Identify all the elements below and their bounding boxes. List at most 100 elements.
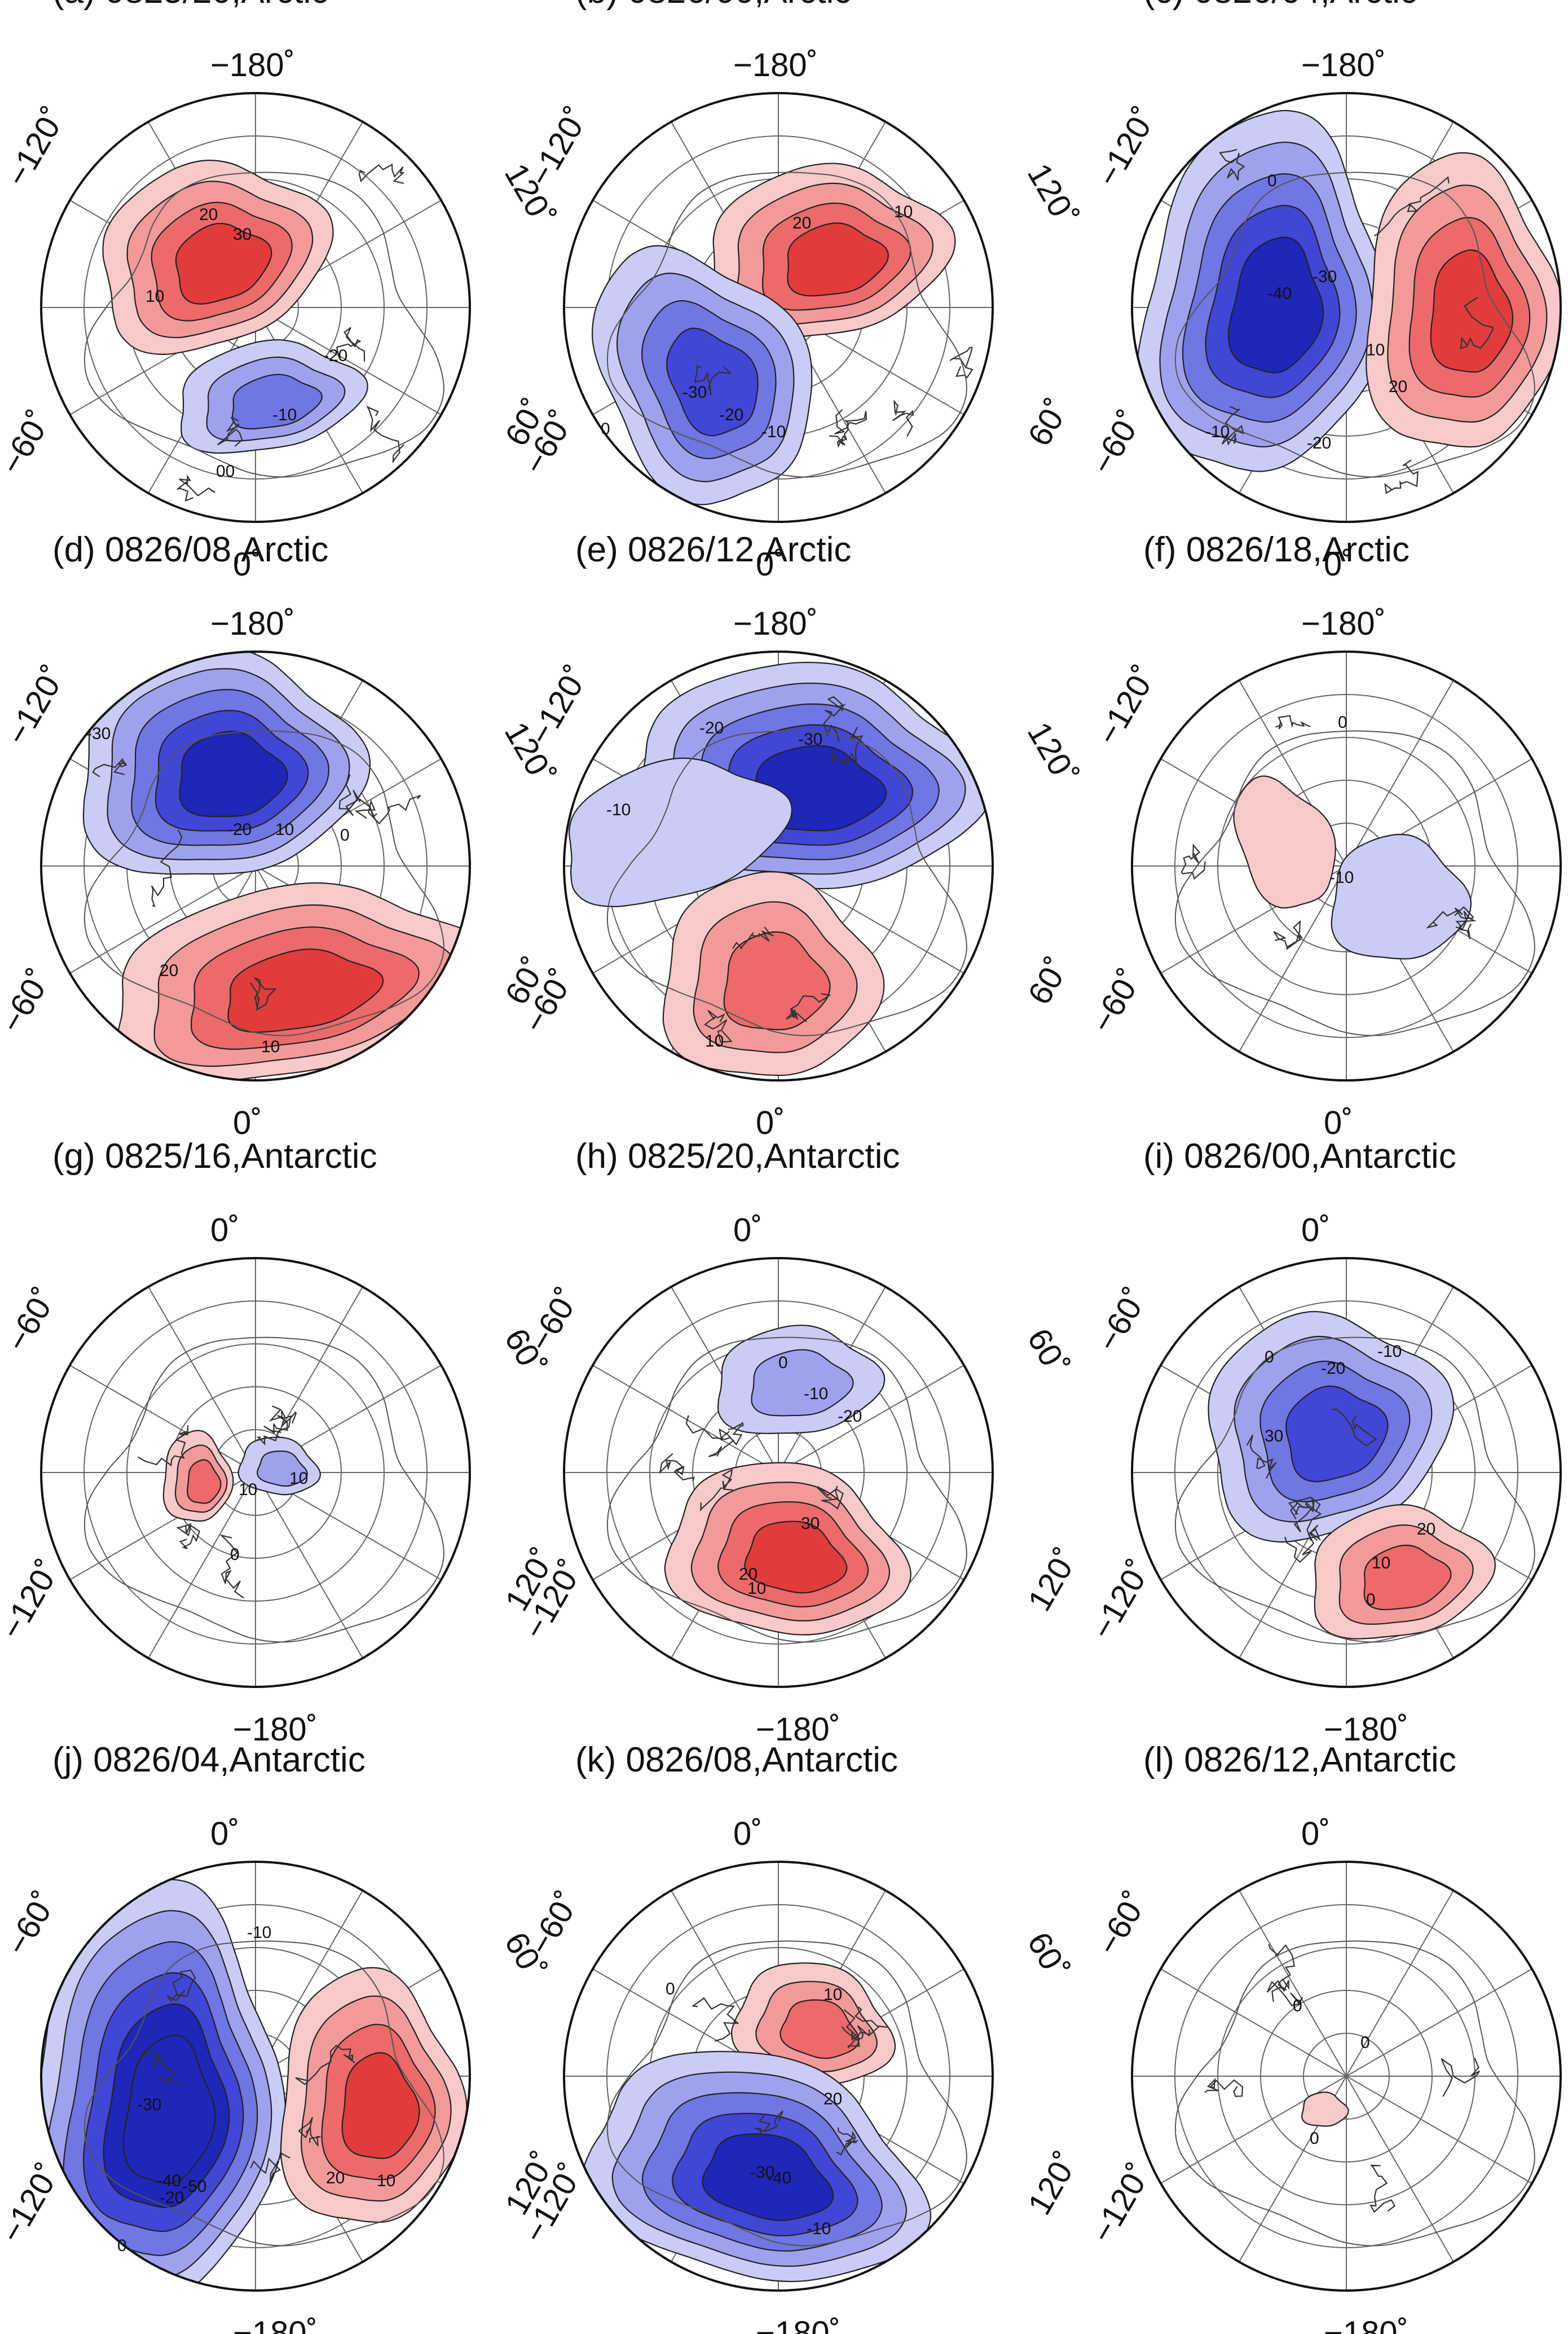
lon-label-lower-left: −60˚ [0,963,58,1039]
lon-label-bottom: −180˚ [233,2315,318,2334]
contour-label: 0 [1265,1348,1274,1366]
coastline [177,163,405,502]
negative-anomaly-contour [568,757,792,908]
contour-label: 20 [326,2169,345,2187]
contour-label: -20 [1321,1359,1345,1378]
lon-label-bottom: 0˚ [1324,1105,1353,1141]
lon-label-top: 0˚ [733,1212,763,1249]
anomaly-fields [1208,1311,1496,1639]
lon-label-upper-right: 60˚ [1020,1926,1076,1985]
lon-label-lower-right: 60˚ [1021,393,1076,452]
map-boundary [563,1257,994,1688]
contour-label: 10 [275,820,294,839]
lon-label-upper-left: −120˚ [1090,101,1164,192]
lon-label-upper-right: 60˚ [1020,1322,1076,1382]
coastline [1246,1408,1378,1563]
positive-anomaly-contour [1233,775,1336,909]
positive-anomaly-contour [227,948,384,1033]
lon-label-upper-left: −60˚ [0,1885,64,1961]
lon-label-top: −180˚ [210,47,295,83]
lon-label-lower-left: −120˚ [0,1554,67,1645]
coastline [137,1405,297,1599]
lon-label-lower-right: 120˚ [1021,1542,1085,1617]
contour-label: 10 [747,1579,766,1598]
zero-contour [83,172,444,478]
negative-anomaly-contour [1285,1385,1389,1483]
contour-label: 10 [289,1469,308,1488]
zero-contour [1174,1940,1535,2247]
coastline [1219,148,1494,494]
contour-label: 20 [160,961,178,980]
lon-label-top: −180˚ [733,605,818,642]
coastline [140,1969,355,2183]
lon-label-lower-right: 120˚ [1021,2146,1085,2221]
lon-label-top: 0˚ [210,1212,240,1249]
panel-title: (c) 0826/04,Arctic [1143,0,1417,11]
negative-anomaly-contour [179,731,288,817]
lon-label-lower-left: −60˚ [0,405,58,480]
anomaly-fields [568,662,993,1076]
contour-label: 0 [1338,713,1347,732]
map-boundary [1131,1257,1562,1688]
contour-label: 0 [1366,1590,1376,1609]
lon-label-bottom: −180˚ [1324,2315,1408,2334]
positive-anomaly-contour [779,1999,860,2059]
contour-label: -20 [699,719,724,737]
contour-label: -10 [807,2219,831,2238]
zero-contour [1174,730,1535,1036]
contour-label: -30 [86,724,111,743]
contour-label: 0 [1360,2033,1370,2052]
anomaly-fields [582,1962,932,2282]
zero-contour [1174,172,1535,478]
lon-label-top: 0˚ [1301,1212,1331,1249]
contour-label: 10 [261,1038,280,1056]
contour-label: -30 [750,2163,774,2182]
contour-label: 10 [823,1985,842,2004]
zero-contour [1174,1337,1535,1643]
coastline [659,1415,844,1511]
contour-label: 20 [1389,377,1407,396]
coastline [691,1997,888,2156]
panel-title: (l) 0826/12,Antarctic [1143,1740,1456,1779]
contour-label: -20 [1307,434,1331,452]
panel-title: (k) 0826/08,Antarctic [575,1740,898,1779]
contour-label: -40 [157,2172,181,2190]
contour-label: -30 [1312,267,1337,286]
lon-label-top: −180˚ [733,47,818,83]
lon-label-bottom: 0˚ [1324,546,1353,583]
positive-anomaly-contour [341,2052,420,2159]
lon-label-bottom: 0˚ [233,1105,262,1141]
contour-label: 0 [1293,1997,1302,2015]
lon-label-lower-left: −120˚ [0,2157,67,2249]
positive-anomaly-contour [1301,2091,1349,2127]
contour-label: -10 [606,801,631,819]
coastline [694,346,974,448]
lon-label-lower-left: −60˚ [1084,405,1149,480]
contour-label: 30 [233,225,252,244]
contour-label: 0 [778,1353,788,1372]
contour-label: 10 [377,2172,395,2190]
negative-anomaly-contour [751,1349,854,1417]
panel-title: (b) 0826/00,Arctic [575,0,851,11]
map-boundary [563,1861,994,2292]
map-boundary [40,1257,471,1688]
panel-title: (g) 0825/16,Antarctic [52,1137,377,1176]
lon-label-bottom: 0˚ [756,1105,785,1141]
contour-label: 30 [801,1514,820,1533]
coastline [703,696,864,1043]
negative-anomaly-contour [1331,833,1472,960]
lon-label-bottom: 0˚ [756,546,785,583]
zero-contour [83,1337,444,1643]
contour-label: 10 [1372,1554,1390,1572]
contour-label: -50 [182,2177,206,2196]
panel-title: (i) 0826/00,Antarctic [1143,1137,1456,1176]
contour-label: -20 [160,2188,184,2207]
contour-label: 0 [340,826,350,845]
negative-anomaly-contour [1227,236,1324,374]
lon-label-upper-left: −120˚ [1090,660,1164,751]
coastline [1181,715,1477,950]
anomaly-fields [1233,775,1472,960]
map-boundary [40,650,471,1082]
